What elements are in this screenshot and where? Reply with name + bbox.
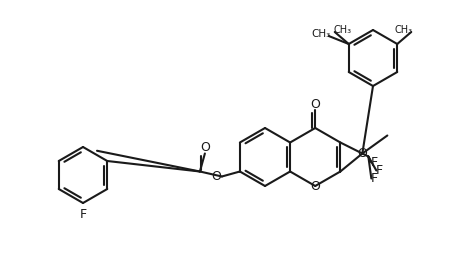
Text: F: F [371,172,378,185]
Text: O: O [310,180,320,193]
Text: O: O [211,170,221,183]
Text: CH₃: CH₃ [311,29,331,39]
Text: O: O [310,97,320,110]
Text: O: O [357,147,367,160]
Text: F: F [376,164,383,177]
Text: O: O [200,141,210,154]
Text: CH₃: CH₃ [334,25,352,35]
Text: F: F [79,208,87,221]
Text: F: F [371,156,378,169]
Text: CH₃: CH₃ [394,25,412,35]
